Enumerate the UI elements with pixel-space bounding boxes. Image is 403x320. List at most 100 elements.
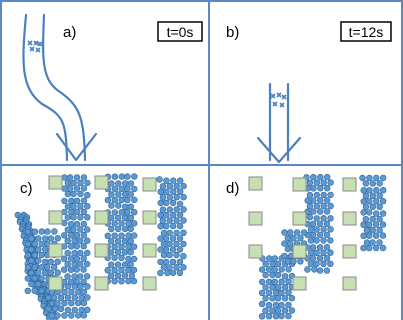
particle bbox=[57, 294, 65, 301]
particle bbox=[114, 214, 122, 222]
particle bbox=[73, 185, 81, 192]
particle bbox=[310, 231, 317, 239]
particle bbox=[323, 197, 331, 204]
particle bbox=[104, 196, 112, 204]
particle bbox=[60, 255, 68, 262]
particle bbox=[84, 214, 91, 221]
particle bbox=[127, 238, 134, 245]
particle bbox=[78, 306, 85, 314]
particle bbox=[47, 269, 54, 276]
particle bbox=[76, 260, 84, 268]
particle bbox=[84, 294, 91, 301]
particle bbox=[327, 191, 334, 199]
pillar bbox=[94, 276, 109, 291]
particle bbox=[316, 231, 324, 239]
particle bbox=[38, 264, 45, 271]
particle bbox=[163, 246, 170, 253]
particle bbox=[281, 252, 288, 260]
particle bbox=[127, 225, 134, 233]
particle bbox=[68, 197, 75, 205]
particle bbox=[376, 203, 383, 211]
particle bbox=[130, 255, 138, 263]
particle bbox=[317, 185, 324, 192]
particle bbox=[269, 271, 276, 279]
particle bbox=[64, 190, 72, 198]
particle bbox=[306, 202, 314, 210]
particle bbox=[64, 179, 72, 187]
particle bbox=[131, 196, 138, 204]
particle bbox=[77, 179, 84, 187]
particle bbox=[366, 209, 373, 216]
particle bbox=[304, 197, 311, 204]
particle bbox=[54, 235, 61, 242]
particle bbox=[74, 299, 82, 307]
particle bbox=[272, 313, 280, 320]
particle bbox=[176, 269, 184, 276]
particle-marker bbox=[29, 46, 35, 52]
particle bbox=[278, 301, 285, 309]
particle bbox=[111, 254, 118, 262]
particle bbox=[125, 243, 132, 250]
channel-walls-a bbox=[22, 13, 87, 162]
particle bbox=[64, 214, 72, 221]
particle bbox=[159, 217, 167, 224]
particle bbox=[372, 221, 380, 228]
particle bbox=[323, 220, 331, 228]
flow-arrow-b bbox=[256, 136, 302, 164]
particle bbox=[127, 180, 135, 187]
panel-label-d: d) bbox=[226, 180, 239, 197]
particle bbox=[73, 255, 81, 262]
particle bbox=[31, 264, 38, 271]
particle bbox=[61, 300, 68, 307]
pillar bbox=[248, 244, 263, 259]
particle bbox=[77, 249, 84, 257]
particle bbox=[127, 261, 134, 268]
particle bbox=[288, 295, 296, 302]
particle-marker bbox=[37, 41, 43, 47]
particle bbox=[376, 192, 383, 199]
particle bbox=[281, 240, 288, 247]
particle bbox=[271, 255, 278, 262]
particle bbox=[310, 220, 317, 228]
particle bbox=[108, 191, 115, 198]
particle bbox=[118, 254, 125, 261]
particle bbox=[24, 275, 31, 282]
particle bbox=[262, 307, 269, 314]
particle bbox=[316, 244, 324, 251]
particle bbox=[317, 174, 324, 181]
particle bbox=[77, 203, 84, 210]
particle-cluster-a bbox=[27, 40, 43, 53]
particle bbox=[125, 277, 132, 285]
particle bbox=[35, 235, 42, 242]
particle bbox=[259, 278, 266, 286]
particle bbox=[363, 227, 371, 234]
pillar bbox=[94, 175, 109, 190]
particle bbox=[180, 253, 187, 260]
particle bbox=[376, 180, 383, 187]
particle bbox=[169, 258, 177, 265]
particle bbox=[379, 221, 387, 228]
particle bbox=[173, 229, 180, 237]
particle bbox=[80, 197, 88, 204]
particle bbox=[373, 210, 380, 217]
particle bbox=[66, 174, 74, 181]
particle bbox=[323, 255, 331, 262]
particle bbox=[31, 240, 39, 248]
particle bbox=[265, 266, 273, 273]
particle bbox=[176, 211, 184, 219]
particle bbox=[111, 220, 118, 227]
pillar bbox=[142, 276, 157, 291]
particle bbox=[285, 289, 292, 296]
particle bbox=[306, 191, 314, 199]
particle bbox=[127, 249, 134, 256]
particle bbox=[173, 206, 180, 213]
pillar bbox=[48, 175, 63, 190]
particle bbox=[104, 232, 112, 240]
particle bbox=[323, 208, 331, 215]
particle bbox=[274, 307, 282, 314]
particle bbox=[166, 217, 173, 224]
particle bbox=[34, 269, 42, 277]
particle bbox=[173, 217, 180, 224]
particle bbox=[160, 264, 168, 271]
particle bbox=[118, 185, 126, 193]
